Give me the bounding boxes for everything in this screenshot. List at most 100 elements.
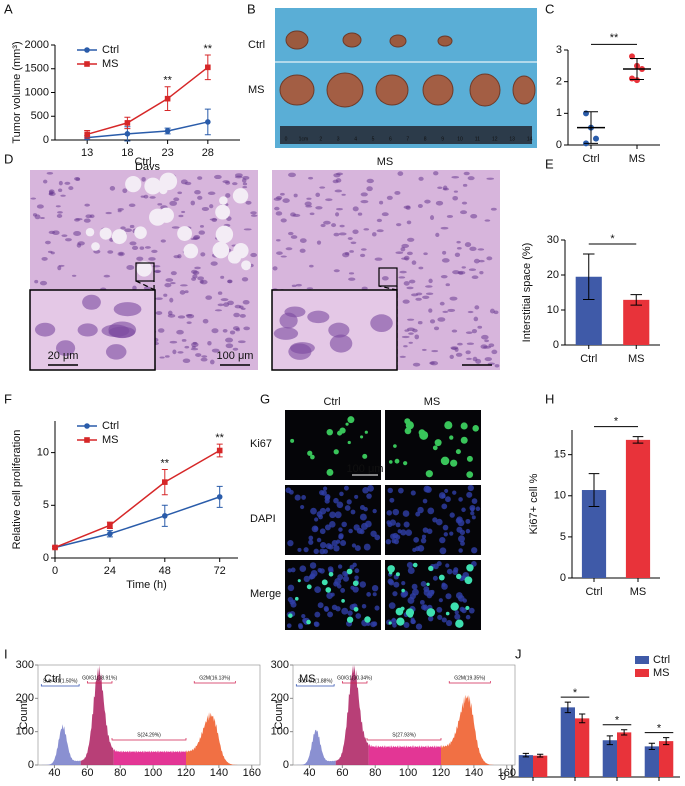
nucleus <box>418 176 424 181</box>
dapi <box>371 584 379 592</box>
nucleus <box>243 326 250 331</box>
x-tick-label: 13 <box>81 147 93 159</box>
dapi <box>417 544 425 552</box>
dapi <box>393 581 400 588</box>
dapi <box>342 575 350 582</box>
nucleus <box>333 269 340 273</box>
column-label: Ctrl <box>323 396 340 408</box>
nucleus <box>421 348 427 351</box>
nucleus <box>182 358 191 363</box>
dapi <box>303 575 310 583</box>
ki67 <box>339 427 346 434</box>
x-tick-label: 120 <box>432 767 450 779</box>
nucleus <box>143 194 149 199</box>
dapi <box>350 585 355 590</box>
ki67 <box>326 468 334 476</box>
nucleus <box>461 201 468 205</box>
ki67 <box>326 428 333 436</box>
nucleus <box>194 189 201 195</box>
dapi <box>324 607 329 613</box>
nucleus <box>61 234 68 238</box>
y-tick-label: 500 <box>31 110 49 122</box>
nucleus <box>288 231 294 236</box>
tumor <box>389 34 407 48</box>
nucleus <box>316 240 322 245</box>
nucleus <box>401 243 409 248</box>
nucleus <box>449 296 458 301</box>
nucleus <box>423 252 428 256</box>
x-tick-label: 120 <box>177 767 195 779</box>
nucleus <box>225 337 234 343</box>
dapi <box>340 588 346 593</box>
nucleus <box>181 210 186 214</box>
x-tick-label: 40 <box>48 767 60 779</box>
y-tick-label: 300 <box>271 659 289 671</box>
y-tick-label: 10 <box>37 447 49 459</box>
dapi <box>354 545 361 552</box>
ki67 <box>388 621 392 625</box>
nucleus <box>107 250 114 254</box>
nucleus <box>486 177 495 180</box>
nucleus <box>34 279 39 284</box>
error-bar <box>588 473 600 507</box>
nucleus <box>164 355 170 358</box>
nucleus <box>103 274 111 278</box>
nucleus <box>439 301 445 306</box>
x-tick-label: 24 <box>104 565 116 577</box>
x-tick-label: Ctrl <box>585 586 602 598</box>
tumor <box>469 73 501 107</box>
dapi <box>313 548 319 555</box>
inset-nucleus <box>290 342 315 354</box>
x-tick-label: 100 <box>399 767 417 779</box>
dapi <box>461 607 467 614</box>
tumor <box>285 30 309 50</box>
nucleus <box>245 200 252 205</box>
y-axis-label: Tumor volume (mm³) <box>11 41 23 143</box>
nucleus <box>280 255 287 258</box>
nucleus <box>306 197 312 200</box>
dapi <box>470 511 475 516</box>
y-tick-label: 100 <box>16 726 34 738</box>
dapi <box>458 535 465 543</box>
ruler-label: 10 <box>457 136 463 142</box>
nucleus <box>408 279 416 284</box>
nucleus <box>129 241 137 246</box>
dapi <box>333 497 339 504</box>
inset-nucleus <box>307 310 330 324</box>
nucleus <box>407 318 415 321</box>
inset-nucleus <box>108 326 136 338</box>
dapi <box>432 575 438 581</box>
dapi <box>392 623 397 628</box>
nucleus <box>243 228 252 231</box>
nucleus <box>180 179 188 185</box>
dapi <box>470 507 475 512</box>
dapi <box>398 487 404 494</box>
y-axis-label: Ki67+ cell % <box>528 473 540 534</box>
nucleus <box>234 175 243 179</box>
significance: * <box>614 415 619 427</box>
dapi <box>390 618 397 625</box>
nucleus <box>220 298 229 302</box>
series-line <box>54 449 221 549</box>
ki67 <box>466 564 474 572</box>
nucleus <box>458 271 464 275</box>
dapi <box>287 568 292 573</box>
dot <box>593 135 599 142</box>
y-tick-label: 0 <box>500 771 506 783</box>
dapi <box>359 529 365 535</box>
y-tick-label: 0 <box>43 552 49 564</box>
nucleus <box>467 310 474 314</box>
dapi <box>439 536 446 544</box>
nucleus <box>40 216 45 220</box>
nucleus <box>109 186 116 191</box>
error-bar <box>620 729 628 736</box>
nucleus <box>209 218 218 221</box>
nucleus <box>430 215 435 221</box>
nucleus <box>241 277 249 282</box>
ki67 <box>466 471 474 478</box>
nucleus <box>406 327 415 331</box>
nucleus <box>177 191 183 195</box>
dot <box>583 110 589 117</box>
space <box>233 242 249 259</box>
bar <box>602 740 617 777</box>
